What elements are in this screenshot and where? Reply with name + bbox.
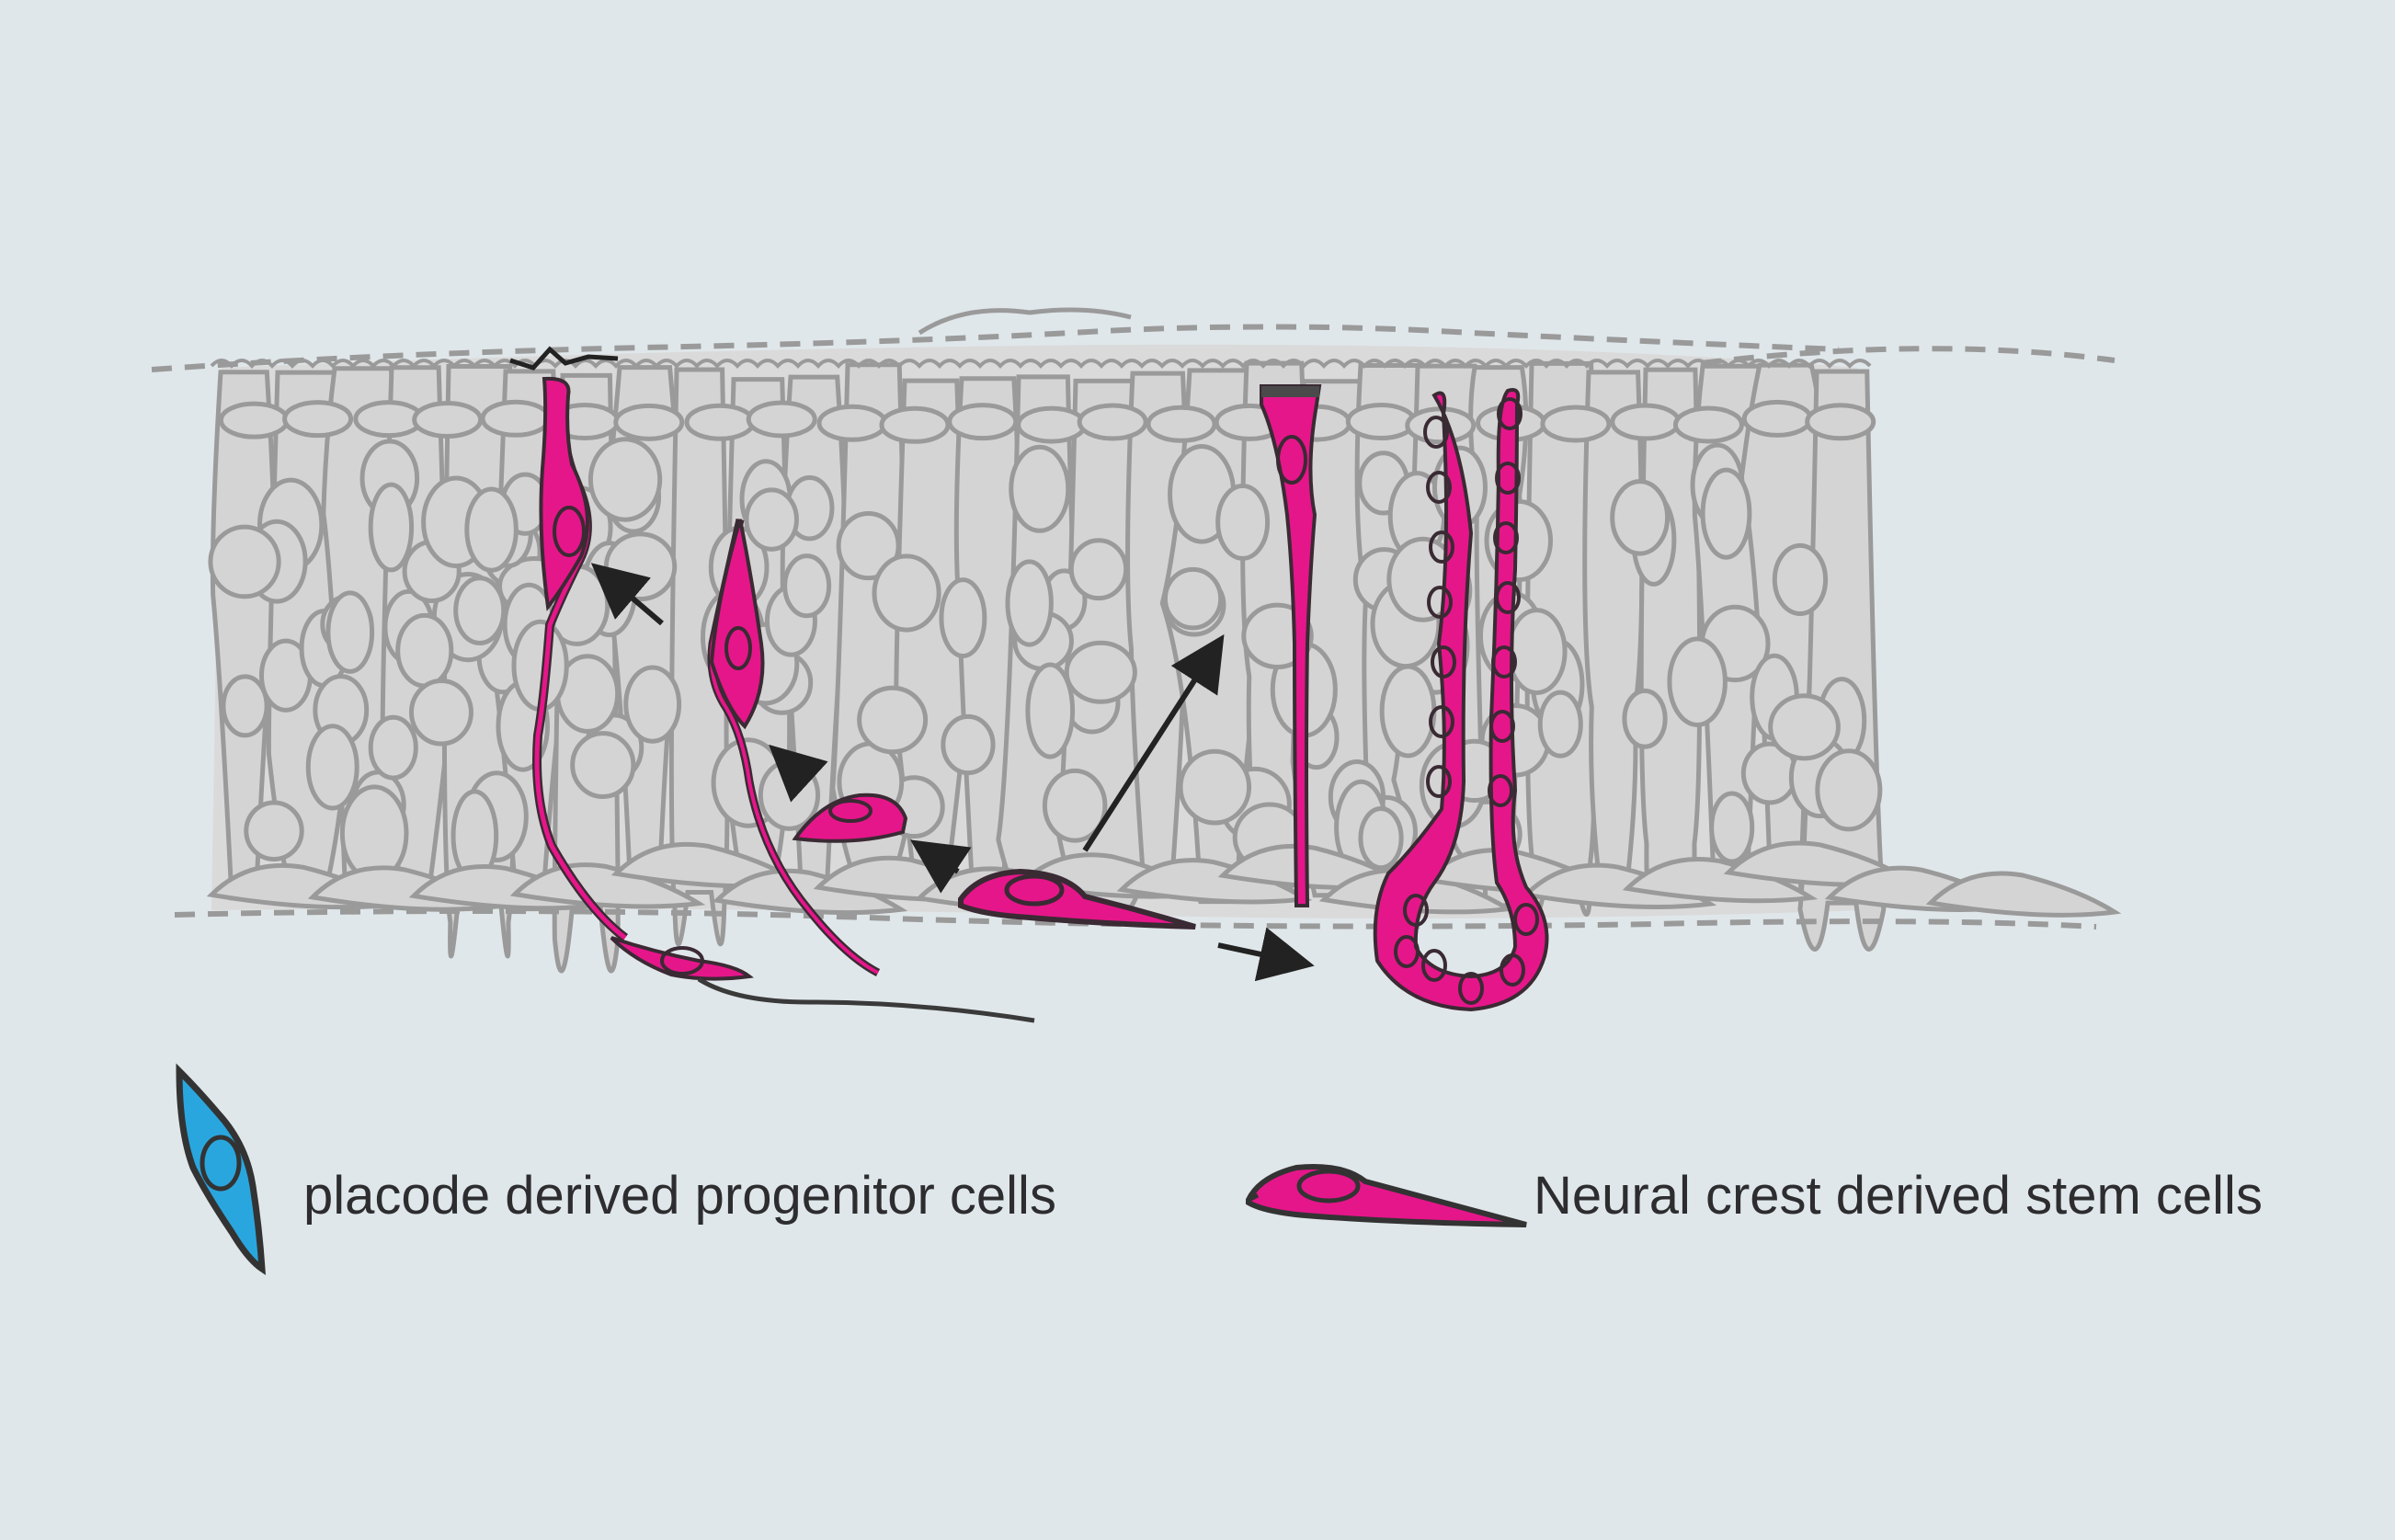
placode-cell-icon [176, 1063, 266, 1275]
arrow-to-neuron [590, 563, 664, 626]
legend-placode-label: placode derived progenitor cells [303, 1166, 1056, 1226]
neural-crest-derived-cells [509, 346, 1549, 1023]
sustentacular-cell [1260, 384, 1322, 907]
apical-boundary [151, 307, 2116, 372]
stem-cell [958, 868, 1196, 930]
olfactory-neuron-cell [509, 346, 629, 941]
basal-boundary [174, 908, 2097, 930]
gland-cell-nuclei [1394, 397, 1539, 1005]
neural-crest-cell-icon [1246, 1164, 1527, 1227]
lineage-arrows [590, 563, 1315, 982]
bowman-gland [1373, 388, 1549, 1012]
basal-cell [792, 793, 908, 843]
arrow-to-basal-cell [910, 839, 972, 894]
epithelium-tissue [206, 344, 2122, 974]
legend-neural-crest-label: Neural crest derived stem cells [1534, 1166, 2263, 1226]
arrow-to-basal [769, 744, 828, 803]
migrating-neuron-cell [610, 936, 1035, 1023]
bipolar-cell [707, 518, 881, 977]
arrow-to-gland [1217, 927, 1315, 982]
arrow-to-sustentacular [1082, 633, 1225, 852]
